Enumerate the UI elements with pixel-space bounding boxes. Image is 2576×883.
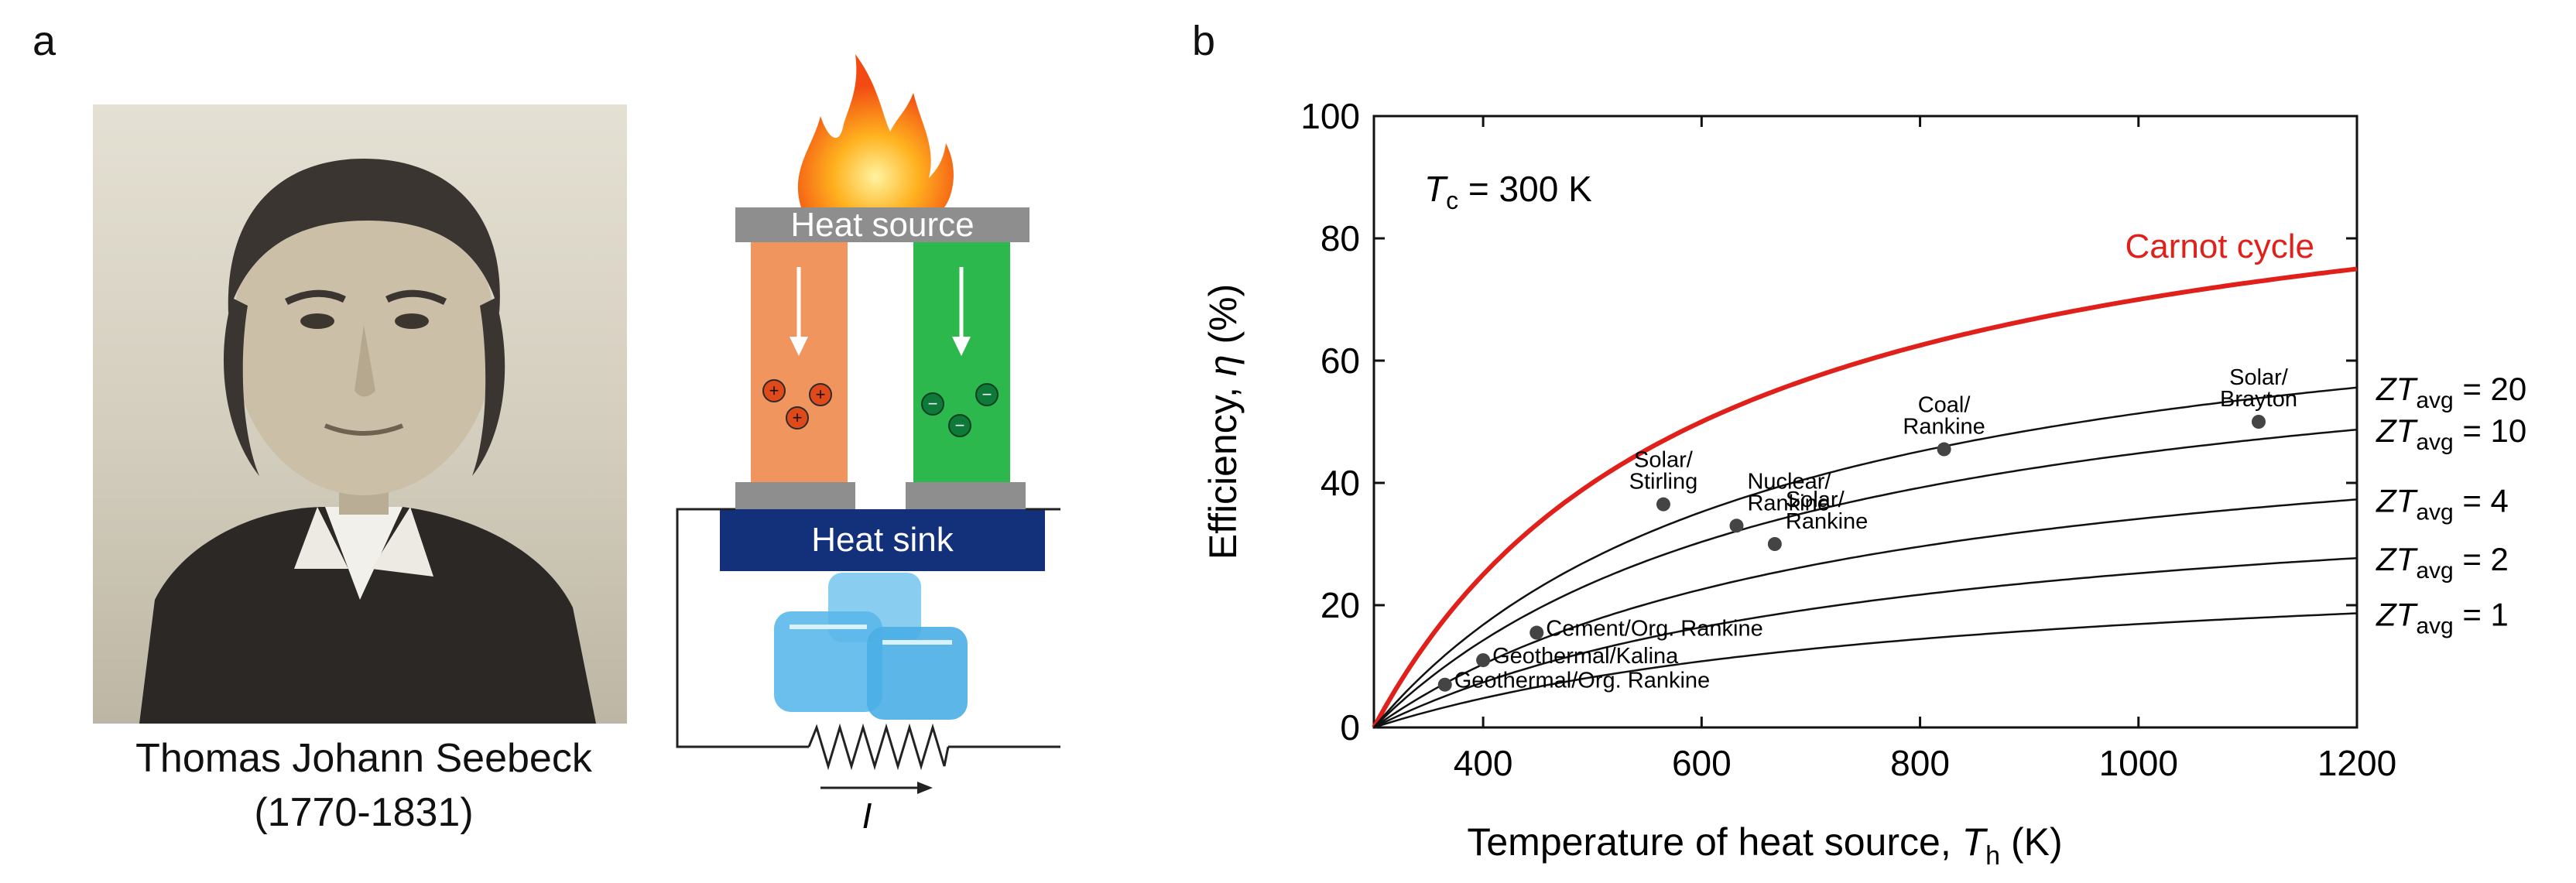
zt-2-line — [1373, 556, 2358, 729]
data-point-label: Brayton — [2220, 387, 2297, 412]
zt-2-label: ZTavg = 2 — [2376, 541, 2509, 584]
heat-sink-label: Heat sink — [811, 521, 954, 559]
svg-text:−: − — [955, 416, 965, 435]
data-point — [1767, 537, 1782, 551]
data-point-label: Cement/Org. Rankine — [1546, 617, 1762, 642]
current-symbol: I — [862, 796, 872, 836]
portrait-caption-years: (1770-1831) — [254, 790, 474, 835]
arrow-down-icon — [952, 337, 971, 356]
data-point-label: Solar/ — [1786, 488, 1845, 512]
ice-cubes-icon — [774, 573, 968, 720]
data-point-label: Stirling — [1629, 470, 1698, 495]
x-axis-label: Temperature of heat source, Th (K) — [1467, 820, 2062, 871]
x-tick-label: 400 — [1454, 743, 1513, 783]
data-points: Solar/Stirling Nuclear/RankineSolar/Ranki… — [1437, 365, 2297, 693]
panel-a-label: a — [33, 18, 57, 64]
data-point — [2252, 415, 2266, 429]
data-point-label: Nuclear/ — [1747, 469, 1831, 494]
zt-20-line — [1373, 386, 2358, 728]
svg-text:−: − — [928, 394, 938, 413]
zt-20-label: ZTavg = 20 — [2376, 371, 2526, 413]
svg-text:+: + — [793, 408, 803, 427]
y-axis-ticks: 0 20 40 60 80 100 — [1300, 96, 2357, 748]
portrait-caption-name: Thomas Johann Seebeck — [135, 736, 592, 781]
data-point — [1476, 653, 1491, 668]
portrait-drawing — [139, 159, 596, 724]
data-point-label: Solar/ — [1634, 448, 1694, 473]
x-tick-label: 800 — [1890, 743, 1950, 783]
x-tick-label: 1000 — [2099, 743, 2178, 783]
x-tick-label: 1200 — [2317, 743, 2396, 783]
cold-temperature-annotation: Tc = 300 K — [1424, 169, 1592, 214]
data-point-label: Rankine — [1786, 509, 1868, 534]
y-tick-label: 80 — [1321, 218, 1360, 258]
hole-carrier-icon: + + + — [762, 379, 832, 430]
data-point — [1729, 519, 1744, 533]
data-point — [1937, 442, 1951, 457]
seebeck-portrait — [93, 104, 627, 724]
data-point-label: Rankine — [1747, 491, 1829, 515]
data-point — [1656, 497, 1670, 512]
zt-10-line — [1373, 428, 2358, 728]
y-axis-label: Efficiency, η (%) — [1201, 284, 1245, 560]
panel-b-label: b — [1192, 18, 1216, 64]
zt-1-line — [1373, 612, 2358, 729]
bottom-electrode-right — [906, 482, 1026, 509]
current-arrow-head-icon — [917, 782, 933, 794]
thermoelectric-device-diagram: Heat source + + + − − − Heat sink I — [676, 54, 1060, 836]
data-point-label: Coal/ — [1918, 393, 1971, 418]
chart-series — [1372, 266, 2358, 729]
svg-text:+: + — [816, 385, 826, 404]
carnot-cycle-label: Carnot cycle — [2125, 228, 2314, 265]
svg-text:−: − — [982, 385, 992, 404]
y-tick-label: 20 — [1321, 585, 1360, 625]
data-point-label: Geothermal/Kalina — [1492, 644, 1679, 669]
data-point — [1530, 625, 1544, 640]
circuit-wire-right — [948, 508, 1060, 748]
arrow-down-icon — [790, 337, 808, 356]
bottom-electrode-left — [735, 482, 855, 509]
y-tick-label: 100 — [1300, 96, 1360, 136]
data-point-label: Rankine — [1903, 415, 1985, 440]
x-axis-ticks: 400 600 800 1000 1200 — [1454, 116, 2396, 783]
flame-icon — [797, 54, 954, 207]
y-tick-label: 0 — [1340, 707, 1360, 748]
zt-1-label: ZTavg = 1 — [2376, 597, 2509, 639]
data-point — [1437, 677, 1452, 692]
zt-10-label: ZTavg = 10 — [2376, 412, 2526, 455]
chart-plot-frame — [1372, 115, 2358, 729]
zt-4-label: ZTavg = 4 — [2376, 482, 2509, 525]
heat-source-plate — [735, 207, 1029, 242]
y-tick-label: 40 — [1321, 463, 1360, 503]
data-point-label: Geothermal/Org. Rankine — [1454, 669, 1710, 693]
efficiency-chart: 0 20 40 60 80 100 400 600 800 1000 1200 Solar/Sti… — [1201, 96, 2526, 871]
zt-4-line — [1373, 498, 2358, 729]
svg-text:+: + — [769, 381, 779, 400]
data-point-label: Solar/ — [2229, 365, 2289, 390]
heat-sink-block — [720, 509, 1045, 571]
x-tick-label: 600 — [1672, 743, 1732, 783]
heat-source-label: Heat source — [790, 206, 974, 244]
carnot-cycle-line — [1372, 266, 2358, 729]
y-tick-label: 60 — [1321, 341, 1360, 381]
resistor-icon — [807, 723, 950, 771]
circuit-wire-left — [676, 508, 809, 748]
electron-carrier-icon: − − − — [921, 383, 999, 437]
